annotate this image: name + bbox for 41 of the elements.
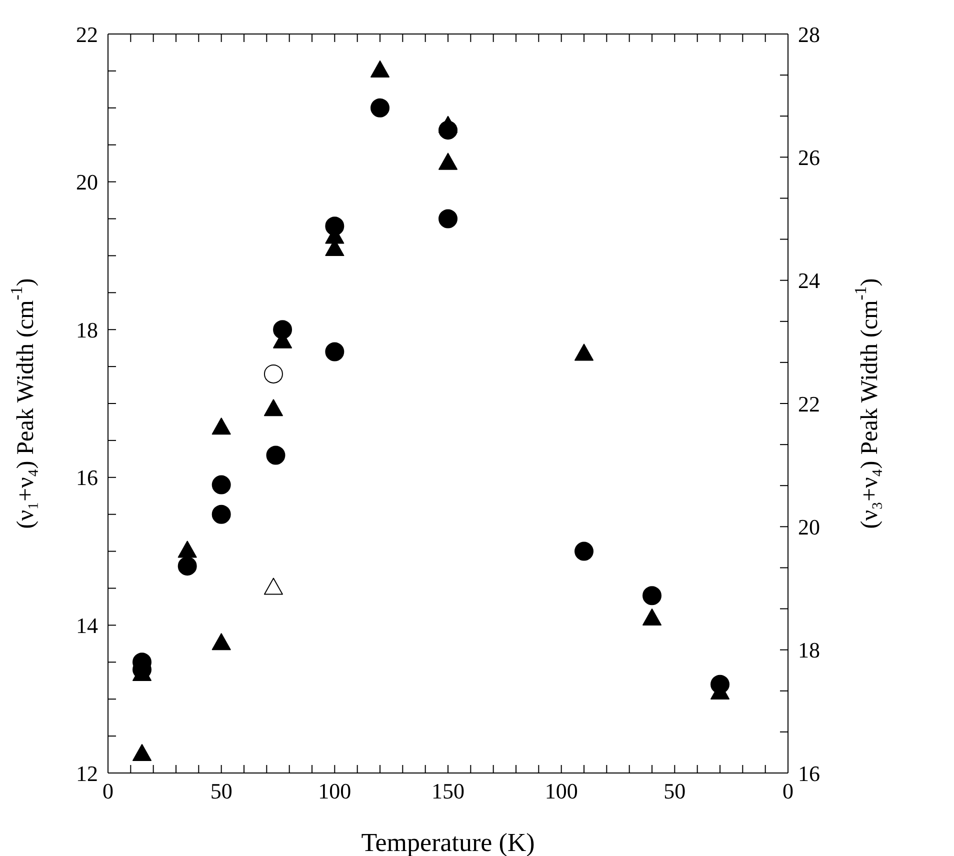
- point: [212, 633, 231, 650]
- point: [370, 60, 390, 78]
- y-tick-label: 22: [76, 22, 98, 47]
- y-tick-label: 14: [76, 613, 98, 638]
- point: [438, 209, 458, 228]
- y2-tick-label: 22: [798, 391, 820, 416]
- x-tick-label: 100: [544, 778, 578, 804]
- y2-tick-label: 20: [798, 514, 820, 540]
- y-tick-label: 20: [76, 170, 98, 195]
- point: [264, 399, 283, 416]
- point: [370, 98, 390, 118]
- x-tick-label: 50: [664, 778, 686, 804]
- point: [438, 120, 458, 140]
- point: [212, 418, 231, 435]
- y2-tick-label: 16: [798, 760, 820, 786]
- y-tick-label: 16: [76, 465, 98, 490]
- x-tick-label: 150: [432, 778, 464, 804]
- point: [574, 344, 594, 361]
- point: [266, 446, 286, 465]
- y2-tick-label: 28: [798, 22, 820, 47]
- y-tick-label: 18: [76, 317, 98, 342]
- y2-tick-label: 26: [798, 144, 820, 170]
- y2-tick-label: 18: [798, 638, 820, 663]
- x-tick-label: 100: [318, 778, 352, 804]
- point: [178, 556, 197, 576]
- x-tick-label: 0: [102, 778, 114, 804]
- point: [325, 342, 344, 362]
- point: [212, 475, 231, 494]
- point: [212, 504, 231, 524]
- point: [273, 320, 292, 340]
- point: [132, 744, 152, 762]
- point: [178, 540, 197, 558]
- x-tick-label: 50: [210, 778, 232, 804]
- y2-tick-label: 24: [798, 268, 820, 294]
- point: [264, 578, 283, 595]
- point: [325, 216, 344, 236]
- y-tick-label: 12: [76, 760, 98, 786]
- x-tick-label: 0: [782, 778, 794, 804]
- point: [438, 152, 458, 170]
- point: [642, 608, 662, 626]
- point: [264, 364, 283, 384]
